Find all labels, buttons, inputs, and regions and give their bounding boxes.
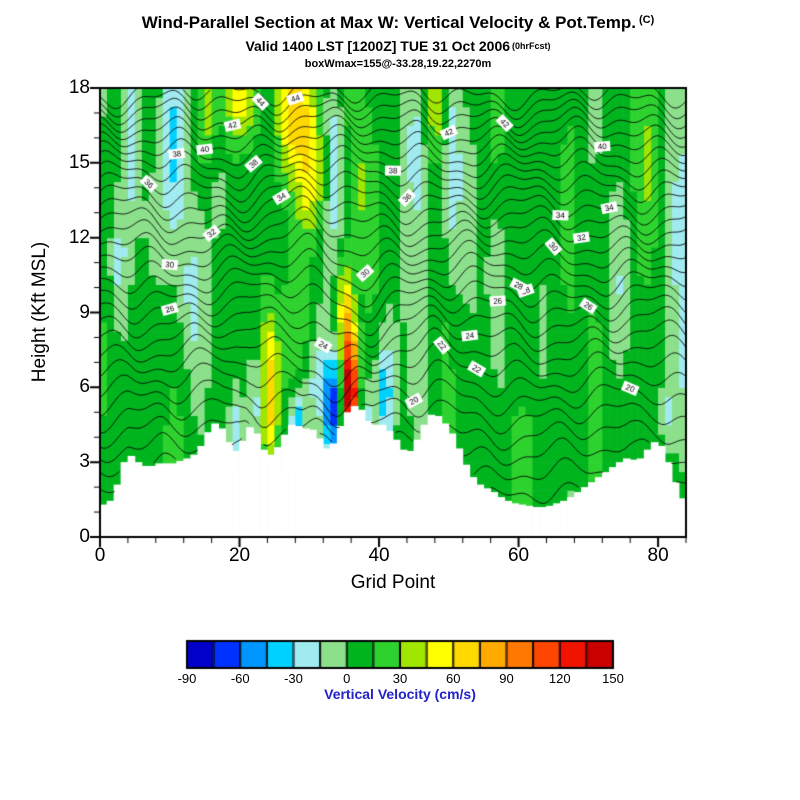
colorbar-tick-label: 0 [343, 671, 351, 686]
colorbar-tick-label: 60 [446, 671, 461, 686]
page-title: Wind-Parallel Section at Max W: Vertical… [0, 13, 796, 33]
y-tick-label: 3 [79, 451, 90, 473]
title-unit: (C) [638, 14, 655, 26]
y-tick-label: 18 [68, 77, 90, 98]
x-tick-label: 40 [368, 545, 390, 566]
colorbar-tick-label: -60 [230, 671, 250, 686]
colorbar-tick-label: 120 [548, 671, 571, 686]
colorbar-tick-label: -90 [177, 671, 197, 686]
y-tick-label: 0 [79, 526, 90, 547]
x-tick-label: 80 [647, 545, 669, 566]
forecast-hour-text: (0hrFcst) [512, 41, 551, 51]
title-text: Wind-Parallel Section at Max W: Vertical… [141, 13, 636, 32]
colorbar-tick-label: -30 [284, 671, 303, 686]
y-tick-label: 15 [68, 151, 90, 173]
valid-time-text: Valid 1400 LST [1200Z] TUE 31 Oct 2006 [245, 38, 511, 54]
x-tick-label: 0 [94, 545, 106, 566]
y-tick-label: 12 [68, 226, 90, 248]
x-tick-label: 20 [228, 545, 251, 566]
x-axis-title: Grid Point [350, 572, 436, 593]
colorbar-tick-label: 30 [392, 671, 408, 686]
valid-time-line: Valid 1400 LST [1200Z] TUE 31 Oct 2006 (0… [0, 38, 796, 54]
y-tick-label: 9 [79, 301, 90, 323]
colorbar-title: Vertical Velocity (cm/s) [324, 686, 476, 702]
colorbar-tick-label: 150 [602, 671, 624, 686]
x-tick-label: 60 [507, 545, 530, 566]
colorbar-tick-label: 90 [499, 671, 514, 686]
max-w-annotation: boxWmax=155@-33.28,19.22,2270m [304, 58, 492, 70]
y-tick-label: 6 [79, 376, 90, 398]
